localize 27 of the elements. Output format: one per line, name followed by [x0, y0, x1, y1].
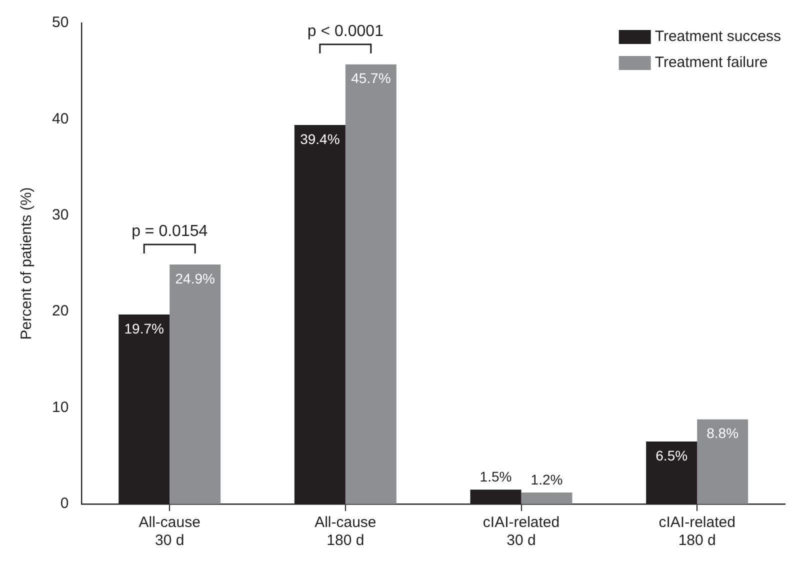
y-tick-label: 10 — [52, 398, 69, 416]
data-label: 6.5% — [656, 447, 688, 464]
data-label: 19.7% — [124, 320, 164, 336]
data-label: 1.5% — [480, 468, 512, 484]
y-tick-label: 0 — [60, 495, 69, 512]
y-tick-label: 40 — [52, 110, 69, 128]
y-tick-label: 30 — [52, 206, 69, 224]
legend-label: Treatment failure — [654, 54, 768, 72]
x-tick-label: All-cause 180 d — [314, 514, 376, 550]
y-tick-label: 20 — [52, 302, 69, 320]
bar — [170, 264, 221, 504]
x-tick-label: All-cause 30 d — [138, 514, 200, 550]
y-axis-title: Percent of patients (%) — [18, 187, 36, 340]
data-label: 1.2% — [530, 471, 563, 488]
legend-label: Treatment success — [654, 28, 782, 46]
x-tick-label: cIAI-related 30 d — [482, 514, 560, 550]
bar — [521, 492, 572, 504]
x-tick-label: cIAI-related 180 d — [658, 514, 736, 550]
data-label: 39.4% — [300, 130, 340, 147]
y-tick-label: 50 — [52, 14, 69, 32]
data-label: 24.9% — [175, 270, 215, 286]
bar — [345, 64, 396, 504]
annotation: p = 0.0154 — [132, 222, 208, 240]
annotation: p < 0.0001 — [307, 22, 384, 40]
data-label: 8.8% — [706, 425, 739, 442]
data-label: 45.7% — [351, 70, 391, 86]
bar — [697, 419, 748, 504]
